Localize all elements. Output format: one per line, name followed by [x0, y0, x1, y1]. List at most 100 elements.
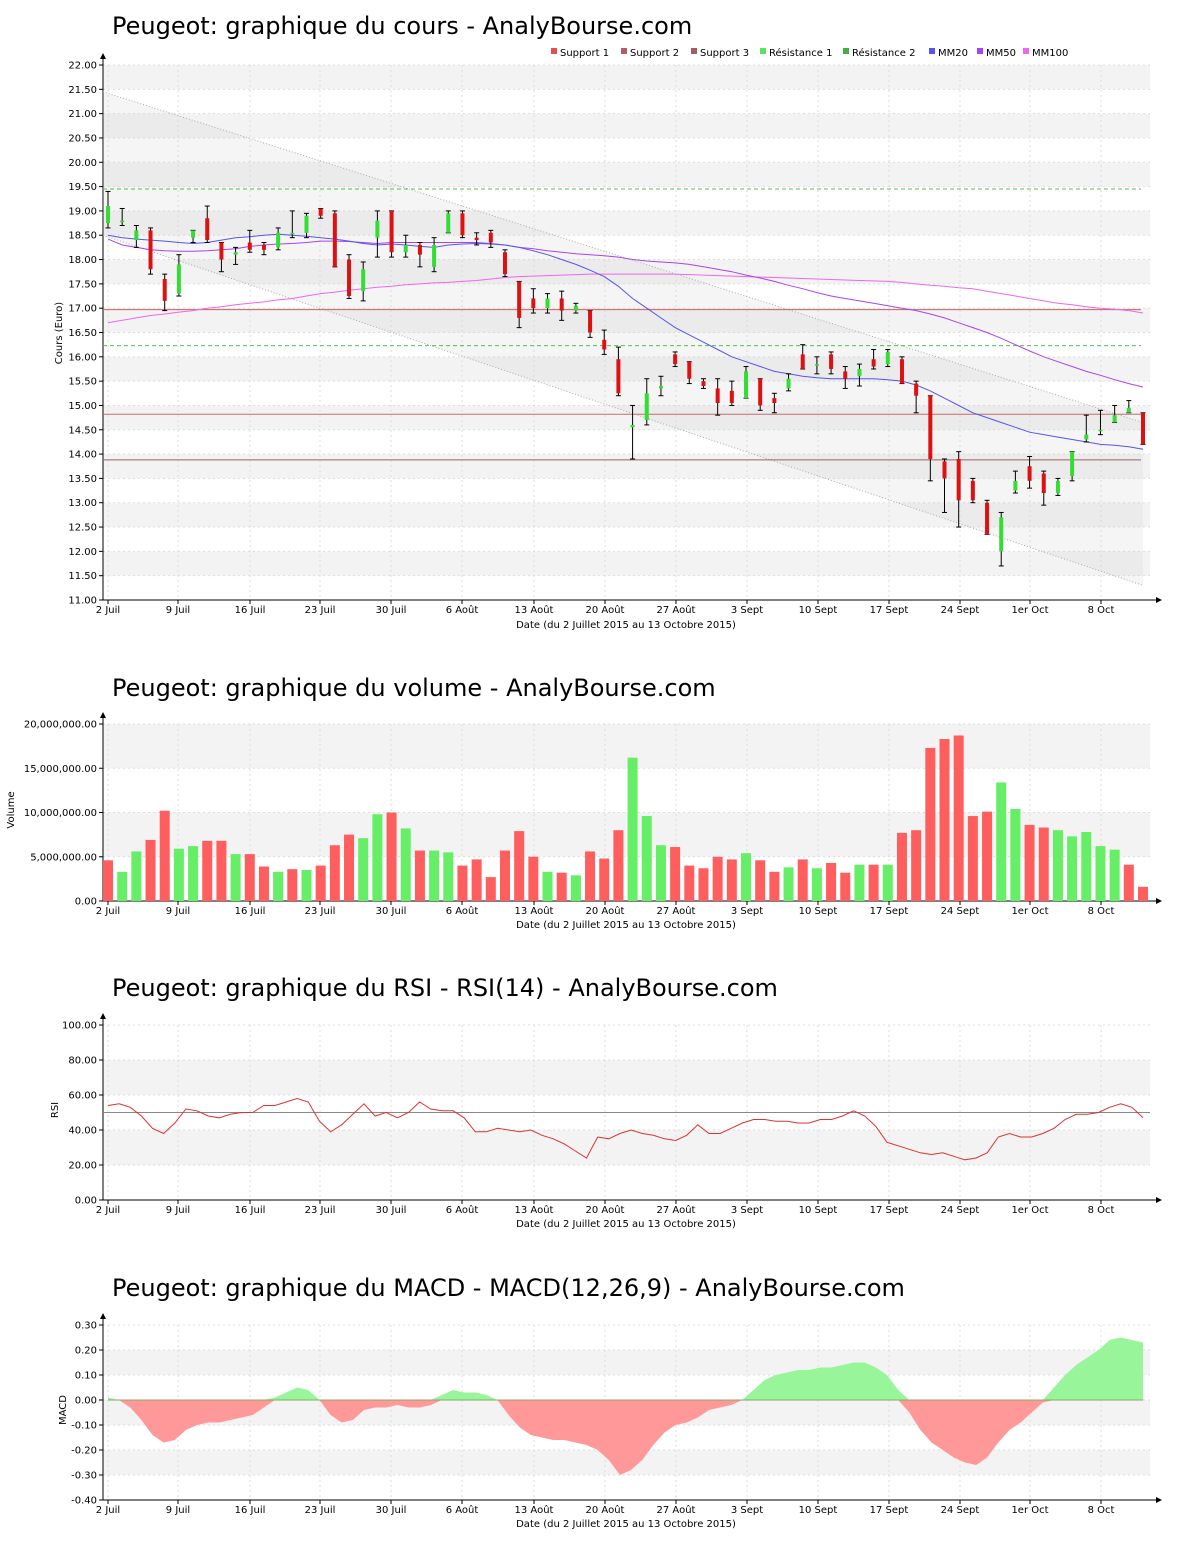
- x-tick-label: 9 Juil: [166, 1505, 190, 1516]
- volume-bar-up: [358, 838, 369, 901]
- x-tick-label: 1er Oct: [1011, 605, 1048, 616]
- grid-band: [103, 259, 1150, 284]
- legend-label: Support 3: [700, 48, 749, 59]
- x-axis-arrow: [1156, 898, 1162, 904]
- candle-down: [970, 480, 975, 501]
- grid-band: [103, 551, 1150, 576]
- volume-bar-down: [528, 856, 539, 901]
- volume-bar-down: [953, 735, 964, 901]
- y-tick-label: 16.00: [68, 352, 97, 363]
- x-tick-label: 9 Juil: [166, 605, 190, 616]
- volume-bar-up: [854, 864, 865, 901]
- volume-bar-up: [811, 868, 822, 901]
- candle-up: [814, 364, 819, 366]
- x-tick-label: 10 Sept: [799, 1205, 838, 1216]
- candle-down: [261, 244, 266, 250]
- x-tick-label: 3 Sept: [731, 906, 763, 917]
- volume-bar-down: [599, 858, 610, 901]
- candle-down: [205, 218, 210, 241]
- legend-label: MM100: [1032, 48, 1068, 59]
- volume-bar-down: [556, 872, 567, 901]
- x-tick-label: 24 Sept: [941, 1205, 980, 1216]
- legend-swatch: [1023, 48, 1029, 54]
- candle-down: [517, 281, 522, 318]
- candle-down: [928, 395, 933, 459]
- x-tick-label: 10 Sept: [799, 906, 838, 917]
- legend-swatch: [621, 48, 627, 54]
- candle-down: [616, 359, 621, 394]
- x-tick-label: 20 Août: [586, 1504, 625, 1516]
- x-tick-label: 13 Août: [515, 604, 554, 616]
- volume-bar-down: [911, 830, 922, 901]
- x-tick-label: 17 Sept: [870, 1205, 909, 1216]
- volume-chart: Peugeot: graphique du volume - AnalyBour…: [6, 674, 1162, 931]
- volume-bar-down: [315, 865, 326, 901]
- x-axis-arrow: [1156, 1197, 1162, 1203]
- volume-bar-up: [641, 816, 652, 901]
- macd-chart-title: Peugeot: graphique du MACD - MACD(12,26,…: [112, 1274, 905, 1302]
- rsi-y-axis-label: RSI: [50, 1102, 61, 1118]
- x-tick-label: 8 Oct: [1088, 906, 1115, 917]
- volume-bar-down: [826, 862, 837, 901]
- trend-channel: [103, 91, 1143, 586]
- x-tick-label: 13 Août: [515, 1504, 554, 1516]
- candle-down: [588, 310, 593, 333]
- rsi-plot-area: 0.00 20.00 40.00 60.00 80.00 100.00 2 Juil 9 Ju…: [62, 1013, 1162, 1216]
- x-tick-label: 17 Sept: [870, 605, 909, 616]
- y-tick-label: 13.50: [68, 474, 97, 485]
- x-tick-label: 23 Juil: [305, 605, 336, 616]
- y-tick-label: 16.50: [68, 328, 97, 339]
- y-axis-arrow: [100, 53, 106, 59]
- y-tick-label: -0.10: [71, 1421, 97, 1432]
- candle-up: [1084, 434, 1089, 440]
- y-tick-label: 60.00: [68, 1091, 97, 1102]
- x-tick-label: 24 Sept: [941, 1505, 980, 1516]
- x-tick-label: 6 Août: [446, 1504, 479, 1516]
- candle-down: [800, 354, 805, 369]
- x-tick-label: 27 Août: [657, 1504, 696, 1516]
- y-tick-label: 80.00: [68, 1056, 97, 1067]
- volume-bar-up: [117, 871, 128, 901]
- legend-swatch: [551, 48, 557, 54]
- y-tick-label: 14.00: [68, 450, 97, 461]
- y-tick-label: 22.00: [68, 61, 97, 72]
- candle-up: [375, 220, 380, 238]
- volume-bar-down: [755, 860, 766, 901]
- candle-down: [332, 213, 337, 267]
- mm100-line: [107, 273, 1144, 324]
- volume-bar-up: [230, 854, 241, 901]
- legend-label: Résistance 2: [852, 47, 915, 59]
- volume-bar-up: [741, 853, 752, 901]
- volume-bar-up: [570, 875, 581, 901]
- grid-band: [103, 724, 1150, 769]
- grid-band: [103, 162, 1150, 187]
- volume-bar-down: [1038, 827, 1049, 901]
- y-tick-label: 100.00: [62, 1021, 97, 1032]
- volume-bar-down: [471, 859, 482, 901]
- volume-bar-up: [1109, 849, 1120, 901]
- legend-swatch: [977, 48, 983, 54]
- y-tick-label: 0.00: [75, 1196, 97, 1207]
- volume-bar-down: [216, 840, 227, 901]
- y-tick-label: 11.50: [68, 571, 97, 582]
- x-tick-label: 10 Sept: [799, 605, 838, 616]
- x-tick-label: 9 Juil: [166, 1205, 190, 1216]
- x-tick-label: 1er Oct: [1011, 1205, 1048, 1216]
- candle-up: [361, 269, 366, 292]
- price-chart: Peugeot: graphique du cours - AnalyBours…: [54, 12, 1162, 631]
- volume-bar-down: [514, 831, 525, 901]
- candle-down: [956, 458, 961, 501]
- volume-bar-up: [372, 814, 383, 901]
- x-tick-label: 8 Oct: [1088, 605, 1115, 616]
- volume-bar-up: [443, 852, 454, 901]
- grid-band: [103, 405, 1150, 430]
- candle-down: [247, 242, 252, 250]
- y-tick-label: 19.50: [68, 182, 97, 193]
- rsi-line: [107, 1097, 1144, 1161]
- macd-y-axis-label: MACD: [58, 1395, 69, 1425]
- volume-bar-down: [244, 854, 255, 901]
- y-tick-label: 15.00: [68, 401, 97, 412]
- y-tick-label: -0.40: [71, 1496, 97, 1507]
- grid-band: [103, 113, 1150, 138]
- volume-bar-down: [499, 850, 510, 901]
